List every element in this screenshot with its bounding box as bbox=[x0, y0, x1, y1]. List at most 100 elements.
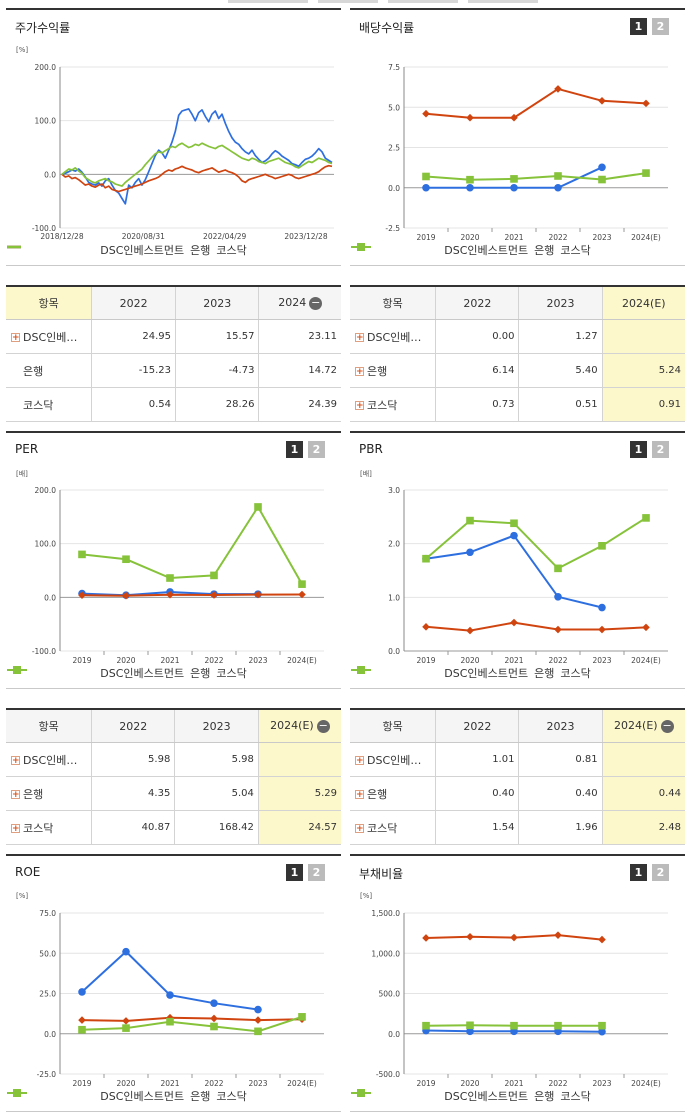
legend-item[interactable]: 코스닥 bbox=[351, 242, 591, 258]
page-button-1[interactable]: 1 bbox=[286, 864, 303, 881]
row-label-cell[interactable]: + 코스닥 bbox=[6, 810, 92, 845]
value-cell: 0.44 bbox=[601, 776, 685, 811]
legend-label: 은행 bbox=[190, 244, 211, 257]
row-label-cell[interactable]: + 은행 bbox=[350, 353, 436, 388]
data-point bbox=[210, 1014, 218, 1023]
expand-plus-icon[interactable]: + bbox=[11, 333, 20, 343]
y-tick-label: 2.5 bbox=[388, 144, 400, 153]
legend-item[interactable]: DSC인베스트먼트 bbox=[7, 242, 184, 258]
row-label: 코스닥 bbox=[23, 821, 54, 835]
series-line-1 bbox=[81, 1016, 303, 1022]
row-label-cell[interactable]: + 코스닥 bbox=[350, 387, 436, 422]
expand-plus-icon[interactable]: + bbox=[355, 756, 364, 766]
x-tick-label: 2020 bbox=[460, 1079, 479, 1088]
value-cell: 0.51 bbox=[518, 387, 603, 422]
table-row: + 은행 4.35 5.04 5.29 bbox=[6, 776, 341, 811]
column-header-label: 항목 bbox=[38, 297, 59, 310]
x-tick-label: 2024(E) bbox=[631, 233, 661, 242]
column-header: 항목 bbox=[350, 286, 436, 320]
legend-marker bbox=[7, 1089, 27, 1097]
expand-plus-icon[interactable]: + bbox=[355, 790, 364, 800]
y-tick-label: 7.5 bbox=[388, 63, 400, 72]
collapse-icon[interactable]: − bbox=[309, 295, 323, 310]
legend-item[interactable]: 은행 bbox=[7, 242, 211, 258]
x-tick-label: 2021 bbox=[160, 1079, 179, 1088]
data-point bbox=[510, 175, 518, 183]
legend-item[interactable]: 은행 bbox=[351, 1088, 554, 1104]
x-tick-label: 2023/12/28 bbox=[284, 232, 327, 241]
value-cell: 168.42 bbox=[174, 810, 259, 845]
expand-plus-icon[interactable]: + bbox=[355, 333, 364, 343]
legend-label: 은행 bbox=[190, 667, 211, 680]
legend-item[interactable]: DSC인베스트먼트 bbox=[7, 665, 184, 681]
page-button-2[interactable]: 2 bbox=[652, 441, 669, 458]
legend-marker bbox=[351, 1089, 371, 1097]
legend-marker bbox=[351, 243, 371, 251]
page-button-2[interactable]: 2 bbox=[652, 864, 669, 881]
column-header: 항목 bbox=[350, 709, 436, 743]
legend-item[interactable]: DSC인베스트먼트 bbox=[351, 242, 528, 258]
collapse-icon[interactable]: − bbox=[660, 718, 674, 733]
row-label-cell[interactable]: + DSC인베… bbox=[350, 742, 436, 777]
chart-svg: 7.5 5.0 2.5 0.0 -2.5 2019 2020 2021 2022 2023 2024… bbox=[385, 63, 668, 242]
expand-plus-icon[interactable]: + bbox=[11, 824, 20, 834]
expand-plus-icon[interactable]: + bbox=[355, 401, 364, 411]
x-tick-label: 2024(E) bbox=[287, 656, 317, 665]
legend-item[interactable]: DSC인베스트먼트 bbox=[351, 1088, 528, 1104]
x-tick-label: 2021 bbox=[504, 1079, 523, 1088]
data-point bbox=[422, 183, 430, 192]
value-cell: 0.54 bbox=[91, 387, 176, 422]
page-button-2[interactable]: 2 bbox=[652, 18, 669, 35]
legend-item[interactable]: 은행 bbox=[351, 665, 554, 681]
data-point bbox=[254, 1027, 262, 1036]
roe-panel: ROE 1 2 [%] 75.0 50.0 25.0 0.0 -25.0 2019 2020 2021… bbox=[6, 854, 341, 1112]
table-row: 은행 -15.23 -4.73 14.72 bbox=[6, 353, 341, 388]
unit-label: [%] bbox=[16, 892, 29, 900]
expand-plus-icon[interactable]: + bbox=[11, 756, 20, 766]
y-tick-label: 100.0 bbox=[35, 117, 57, 126]
page-button-1[interactable]: 1 bbox=[630, 864, 647, 881]
panel-title: 주가수익률 bbox=[15, 21, 71, 35]
y-tick-label: 500.0 bbox=[379, 990, 401, 999]
expand-plus-icon[interactable]: + bbox=[355, 367, 364, 377]
row-label-cell[interactable]: + 코스닥 bbox=[350, 810, 436, 845]
legend-label: 코스닥 bbox=[560, 1090, 591, 1103]
data-point bbox=[598, 603, 606, 612]
legend-item[interactable]: 코스닥 bbox=[7, 242, 247, 258]
chart-svg: 75.0 50.0 25.0 0.0 -25.0 2019 2020 2021 2022 2023… bbox=[37, 909, 324, 1088]
legend-item[interactable]: 은행 bbox=[7, 665, 211, 681]
legend-item[interactable]: 은행 bbox=[7, 1088, 210, 1104]
page-button-1[interactable]: 1 bbox=[286, 441, 303, 458]
row-label-cell[interactable]: + 은행 bbox=[6, 776, 92, 811]
legend-marker bbox=[7, 666, 27, 674]
page-button-1[interactable]: 1 bbox=[630, 18, 647, 35]
collapse-icon[interactable]: − bbox=[316, 718, 330, 733]
page-button-1[interactable]: 1 bbox=[630, 441, 647, 458]
value-cell: 1.27 bbox=[518, 319, 603, 354]
y-tick-label: 1.0 bbox=[388, 593, 400, 602]
x-tick-label: 2021 bbox=[504, 233, 523, 242]
page-button-2[interactable]: 2 bbox=[308, 441, 325, 458]
expand-plus-icon[interactable]: + bbox=[11, 790, 20, 800]
legend-item[interactable]: 코스닥 bbox=[351, 1088, 591, 1104]
row-label-cell[interactable]: + DSC인베… bbox=[6, 319, 92, 354]
value-cell: 0.40 bbox=[518, 776, 603, 811]
data-point bbox=[554, 564, 562, 573]
legend-item[interactable]: 은행 bbox=[351, 242, 554, 258]
legend-item[interactable]: 코스닥 bbox=[7, 665, 247, 681]
column-header-label: 2022 bbox=[463, 296, 492, 310]
legend-item[interactable]: 코스닥 bbox=[7, 1088, 247, 1104]
row-label-cell[interactable]: + 은행 bbox=[350, 776, 436, 811]
table-row: + 코스닥 1.54 1.96 2.48 bbox=[350, 810, 685, 845]
data-point bbox=[554, 172, 562, 180]
row-label-cell[interactable]: + DSC인베… bbox=[350, 319, 436, 354]
legend-item[interactable]: DSC인베스트먼트 bbox=[7, 1088, 184, 1104]
series-line-1 bbox=[61, 164, 333, 193]
y-tick-label: 0.0 bbox=[44, 170, 56, 179]
legend-item[interactable]: 코스닥 bbox=[351, 665, 591, 681]
legend-item[interactable]: DSC인베스트먼트 bbox=[351, 665, 528, 681]
value-cell bbox=[257, 742, 341, 777]
row-label-cell[interactable]: + DSC인베… bbox=[6, 742, 92, 777]
page-button-2[interactable]: 2 bbox=[308, 864, 325, 881]
expand-plus-icon[interactable]: + bbox=[355, 824, 364, 834]
